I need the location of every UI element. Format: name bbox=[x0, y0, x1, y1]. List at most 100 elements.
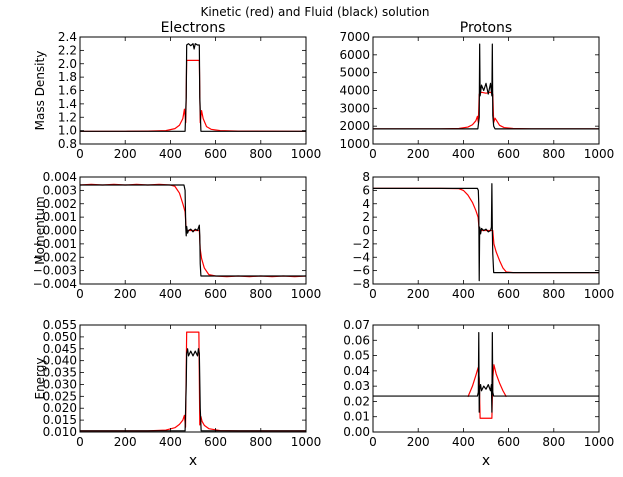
y-tick-label: 6 bbox=[362, 183, 370, 197]
y-tick-label: 0.055 bbox=[43, 318, 77, 332]
x-tick-label: 200 bbox=[114, 435, 137, 449]
y-tick-label: 4 bbox=[362, 197, 370, 211]
axes-frame bbox=[372, 36, 600, 145]
y-tick-label: 0.02 bbox=[343, 394, 370, 408]
subplot-electrons-momentum: 0 200 400 600 800 1000 −0.004−0.003−0.002−0.00… bbox=[33, 170, 322, 301]
subplot-title: Protons bbox=[460, 20, 512, 36]
x-tick-label: 1000 bbox=[291, 287, 322, 301]
x-axis-label: x bbox=[482, 453, 490, 469]
y-tick-label: −2 bbox=[352, 237, 370, 251]
y-tick-label: 0.004 bbox=[43, 170, 77, 184]
x-tick-label: 600 bbox=[497, 435, 520, 449]
x-tick-label: 400 bbox=[452, 287, 475, 301]
y-tick-label: 5000 bbox=[339, 66, 370, 80]
x-tick-label: 0 bbox=[369, 147, 377, 161]
axes-frame bbox=[372, 324, 600, 433]
x-tick-label: 800 bbox=[542, 435, 565, 449]
series-line-fluid bbox=[373, 183, 599, 282]
y-axis-label: Energy bbox=[33, 357, 47, 399]
x-tick-label: 600 bbox=[497, 147, 520, 161]
x-tick-label: 1000 bbox=[291, 435, 322, 449]
y-tick-label: 7000 bbox=[339, 30, 370, 44]
y-tick-label: 0.030 bbox=[43, 377, 77, 391]
x-tick-label: 1000 bbox=[291, 147, 322, 161]
y-tick-label: 2 bbox=[362, 210, 370, 224]
y-tick-label: 1.2 bbox=[58, 110, 77, 124]
x-tick-label: 0 bbox=[76, 287, 84, 301]
y-tick-label: 1.0 bbox=[58, 124, 77, 138]
x-tick-label: 200 bbox=[114, 287, 137, 301]
y-tick-label: 2.4 bbox=[58, 30, 77, 44]
y-tick-label: 0.002 bbox=[43, 197, 77, 211]
x-tick-label: 600 bbox=[204, 147, 227, 161]
y-tick-label: 0.000 bbox=[43, 224, 77, 238]
series-line-kinetic bbox=[373, 187, 599, 274]
y-tick-label: −0.001 bbox=[33, 237, 77, 251]
y-tick-label: 0.003 bbox=[43, 183, 77, 197]
y-tick-label: 1000 bbox=[339, 137, 370, 151]
y-tick-label: 0.03 bbox=[343, 379, 370, 393]
y-tick-label: 4000 bbox=[339, 84, 370, 98]
subplot-title: Electrons bbox=[161, 20, 226, 36]
y-tick-label: −6 bbox=[352, 264, 370, 278]
axes-frame bbox=[79, 36, 307, 145]
y-tick-label: 1.4 bbox=[58, 97, 77, 111]
y-tick-label: −0.003 bbox=[33, 264, 77, 278]
y-tick-label: 0.01 bbox=[343, 410, 370, 424]
y-tick-label: −0.004 bbox=[33, 277, 77, 291]
y-tick-label: 3000 bbox=[339, 101, 370, 115]
y-tick-label: 0.020 bbox=[43, 401, 77, 415]
subplot-grid: 0 200 400 600 800 10000.81.01.21.41.61.82.02.… bbox=[33, 20, 615, 469]
x-tick-label: 800 bbox=[249, 435, 272, 449]
y-tick-label: 0.010 bbox=[43, 425, 77, 439]
x-tick-label: 200 bbox=[407, 435, 430, 449]
x-tick-label: 0 bbox=[369, 287, 377, 301]
series-line-kinetic bbox=[373, 91, 599, 130]
x-tick-label: 600 bbox=[204, 287, 227, 301]
x-tick-label: 0 bbox=[76, 435, 84, 449]
series-line-kinetic bbox=[80, 59, 306, 132]
y-tick-label: 0.8 bbox=[58, 137, 77, 151]
figure-suptitle: Kinetic (red) and Fluid (black) solution bbox=[200, 5, 429, 19]
x-tick-label: 800 bbox=[249, 147, 272, 161]
x-tick-label: 1000 bbox=[584, 435, 615, 449]
y-axis-label: Mass Density bbox=[33, 51, 47, 131]
y-tick-label: 0.00 bbox=[343, 425, 370, 439]
axes-frame bbox=[79, 324, 307, 433]
y-tick-label: 0.06 bbox=[343, 333, 370, 347]
y-tick-label: 0.015 bbox=[43, 413, 77, 427]
x-tick-label: 1000 bbox=[584, 147, 615, 161]
x-tick-label: 800 bbox=[542, 287, 565, 301]
series-line-fluid bbox=[80, 184, 306, 277]
x-tick-label: 400 bbox=[452, 147, 475, 161]
x-tick-label: 800 bbox=[249, 287, 272, 301]
subplot-electrons-energy: 0 200 400 600 800 10000.0100.0150.0200.0250.0… bbox=[33, 318, 321, 469]
y-tick-label: 6000 bbox=[339, 48, 370, 62]
y-tick-label: −0.002 bbox=[33, 250, 77, 264]
y-tick-label: 2.0 bbox=[58, 57, 77, 71]
y-tick-label: 0.050 bbox=[43, 330, 77, 344]
series-line-fluid bbox=[373, 332, 599, 413]
x-tick-label: 0 bbox=[76, 147, 84, 161]
x-tick-label: 0 bbox=[369, 435, 377, 449]
x-tick-label: 1000 bbox=[584, 287, 615, 301]
y-tick-label: 0.040 bbox=[43, 354, 77, 368]
series-line-fluid bbox=[80, 43, 306, 132]
y-tick-label: 0.05 bbox=[343, 349, 370, 363]
y-tick-label: 0 bbox=[362, 224, 370, 238]
x-tick-label: 600 bbox=[497, 287, 520, 301]
y-tick-label: 0.001 bbox=[43, 210, 77, 224]
x-tick-label: 800 bbox=[542, 147, 565, 161]
y-tick-label: −8 bbox=[352, 277, 370, 291]
subplot-protons-energy: 0 200 400 600 800 10000.000.010.020.030.040.0… bbox=[343, 318, 614, 469]
x-tick-label: 200 bbox=[407, 147, 430, 161]
y-tick-label: 1.6 bbox=[58, 84, 77, 98]
x-tick-label: 400 bbox=[159, 435, 182, 449]
series-line-kinetic bbox=[80, 183, 306, 278]
x-tick-label: 200 bbox=[407, 287, 430, 301]
y-tick-label: −4 bbox=[352, 250, 370, 264]
y-tick-label: 8 bbox=[362, 170, 370, 184]
x-axis-label: x bbox=[189, 453, 197, 469]
